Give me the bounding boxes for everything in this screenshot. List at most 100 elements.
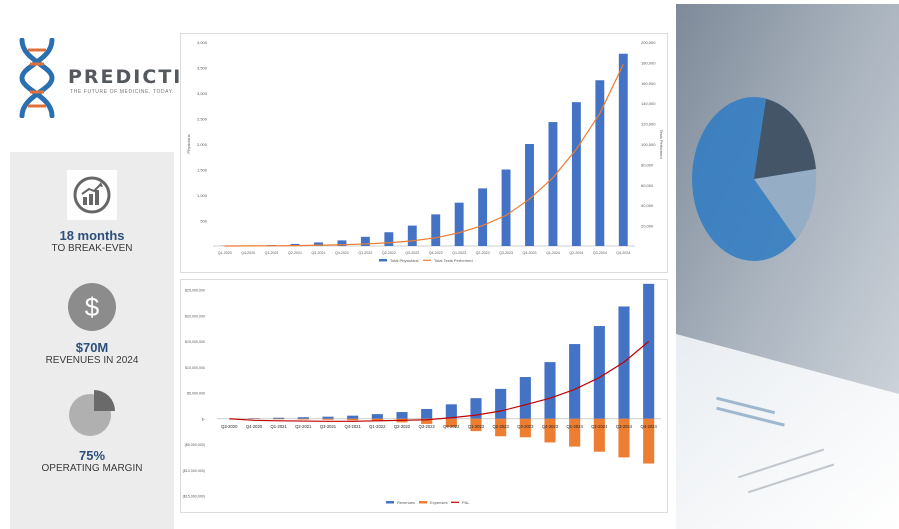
y2-tick-label: 160,000 bbox=[641, 81, 656, 86]
revenue-bar bbox=[569, 344, 581, 419]
legend-label-expenses: Expenses bbox=[430, 500, 448, 505]
pie-chart-icon bbox=[69, 390, 115, 436]
growth-chart-icon bbox=[67, 170, 117, 220]
expense-bar bbox=[470, 418, 482, 432]
revenue-bar bbox=[248, 418, 260, 419]
x-tick-label: Q3-2023 bbox=[499, 251, 513, 255]
x-tick-label: Q3-2024 bbox=[593, 251, 607, 255]
pnl-svg: $25,000,000 $20,000,000 $15,000,000 $10,000… bbox=[183, 283, 661, 505]
dna-logo-icon bbox=[19, 38, 55, 118]
kpi-break-even-label: TO BREAK-EVEN bbox=[51, 243, 133, 254]
y2-tick-label: 60,000 bbox=[641, 183, 654, 188]
physicians-bar bbox=[478, 188, 488, 246]
x-tick-label: Q3-2021 bbox=[320, 424, 337, 429]
brand-tagline: THE FUTURE OF MEDICINE. TODAY. bbox=[70, 89, 175, 95]
brand-name: PREDICTIV bbox=[68, 66, 200, 88]
physicians-bar bbox=[454, 202, 464, 246]
x-tick-label: Q4-2022 bbox=[443, 424, 460, 429]
y-tick-label: $15,000,000 bbox=[185, 340, 205, 344]
pnl-line bbox=[229, 341, 650, 422]
revenue-bar bbox=[297, 417, 309, 419]
revenue-bar bbox=[519, 377, 531, 419]
legend-label-tests: Total Tests Performed bbox=[434, 258, 473, 263]
y2-tick-label: 100,000 bbox=[641, 142, 656, 147]
revenue-bar bbox=[470, 398, 482, 419]
revenue-bar bbox=[445, 404, 457, 419]
physicians-bar bbox=[525, 144, 534, 246]
x-tick-label: Q1-2024 bbox=[546, 251, 560, 255]
legend-label-physicians: Total Physicians bbox=[390, 258, 419, 263]
y-tick-label: ($10,000,000) bbox=[183, 469, 205, 473]
x-tick-label: Q1-2020 bbox=[218, 251, 232, 255]
y-tick-label: 500 bbox=[200, 219, 207, 224]
y2-tick-label: 80,000 bbox=[641, 162, 654, 167]
legend-label-pnl: P&L bbox=[462, 500, 470, 505]
x-tick-label: Q4-2020 bbox=[246, 424, 263, 429]
expense-bar bbox=[297, 418, 309, 420]
physicians-bar bbox=[407, 225, 417, 246]
x-tick-label: Q2-2023 bbox=[493, 424, 510, 429]
physicians-bar bbox=[595, 80, 605, 246]
revenue-bar bbox=[643, 283, 655, 419]
y2-tick-label: 20,000 bbox=[641, 224, 654, 229]
physicians-bar bbox=[431, 214, 441, 246]
x-tick-label: Q2-2022 bbox=[382, 251, 396, 255]
y-tick-label: ($5,000,000) bbox=[185, 443, 205, 447]
kpi-break-even-value: 18 months bbox=[59, 228, 125, 243]
y-tick-label: $- bbox=[202, 417, 206, 421]
x-tick-label: Q1-2022 bbox=[358, 251, 372, 255]
revenue-bar bbox=[273, 417, 285, 419]
physicians-bar bbox=[360, 236, 370, 246]
physicians-bar bbox=[618, 53, 628, 247]
y-axis-label: Physicians bbox=[186, 134, 191, 153]
x-tick-label: Q3-2024 bbox=[616, 424, 633, 429]
x-tick-label: Q4-2021 bbox=[335, 251, 349, 255]
y2-tick-label: 140,000 bbox=[641, 101, 656, 106]
revenue-bar bbox=[421, 408, 433, 419]
revenue-bar bbox=[396, 412, 408, 419]
revenue-bar bbox=[593, 326, 605, 419]
y2-tick-label: 180,000 bbox=[641, 60, 656, 65]
physicians-bar bbox=[501, 169, 511, 246]
expense-bar bbox=[371, 418, 383, 421]
svg-text:$: $ bbox=[85, 292, 100, 322]
physicians-tests-chart: 4,000 3,500 3,000 2,500 2,000 1,500 1,000 500 20… bbox=[180, 33, 668, 273]
physicians-tests-svg: 4,000 3,500 3,000 2,500 2,000 1,500 1,000 500 20… bbox=[186, 40, 664, 263]
x-tick-label: Q2-2021 bbox=[288, 251, 302, 255]
x-tick-label: Q4-2024 bbox=[641, 424, 658, 429]
y-tick-label: 3,000 bbox=[197, 91, 208, 96]
kpi-revenues: $ $70M REVENUES IN 2024 bbox=[10, 282, 174, 366]
y-tick-label: 3,500 bbox=[197, 66, 208, 71]
x-tick-label: Q2-2024 bbox=[569, 251, 583, 255]
x-tick-label: Q1-2023 bbox=[452, 251, 466, 255]
x-tick-label: Q2-2022 bbox=[394, 424, 411, 429]
x-tick-label: Q1-2021 bbox=[265, 251, 279, 255]
legend-swatch-expenses bbox=[419, 501, 427, 504]
tests-line bbox=[224, 64, 624, 247]
x-tick-label: Q4-2024 bbox=[616, 251, 630, 255]
expense-bar bbox=[445, 418, 457, 427]
y2-tick-label: 200,000 bbox=[641, 40, 656, 45]
x-tick-label: Q4-2023 bbox=[523, 251, 537, 255]
brand-logo: PREDICTIV THE FUTURE OF MEDICINE. TODAY. bbox=[12, 38, 197, 118]
kpi-sidebar: 18 months TO BREAK-EVEN $ $70M REVENUES … bbox=[10, 152, 174, 529]
kpi-revenues-label: REVENUES IN 2024 bbox=[45, 355, 139, 366]
y-tick-label: ($15,000,000) bbox=[183, 495, 205, 499]
x-tick-label: Q1-2022 bbox=[369, 424, 386, 429]
physicians-bar bbox=[337, 240, 347, 246]
revenue-bar bbox=[322, 416, 334, 419]
x-tick-label: Q3-2022 bbox=[405, 251, 419, 255]
expense-bar bbox=[593, 418, 605, 452]
background-photo bbox=[676, 4, 899, 529]
x-tick-label: Q3-2022 bbox=[419, 424, 436, 429]
expense-bar bbox=[643, 418, 655, 464]
legend-label-revenues: Revenues bbox=[397, 500, 415, 505]
x-tick-label: Q2-2021 bbox=[295, 424, 312, 429]
physicians-bar bbox=[384, 232, 394, 246]
physicians-bar bbox=[571, 102, 581, 247]
y-tick-label: $20,000,000 bbox=[185, 314, 205, 318]
y-tick-label: $25,000,000 bbox=[185, 289, 205, 293]
x-tick-label: Q4-2022 bbox=[429, 251, 443, 255]
x-tick-label: Q2-2023 bbox=[476, 251, 490, 255]
kpi-margin-label: OPERATING MARGIN bbox=[41, 463, 143, 474]
